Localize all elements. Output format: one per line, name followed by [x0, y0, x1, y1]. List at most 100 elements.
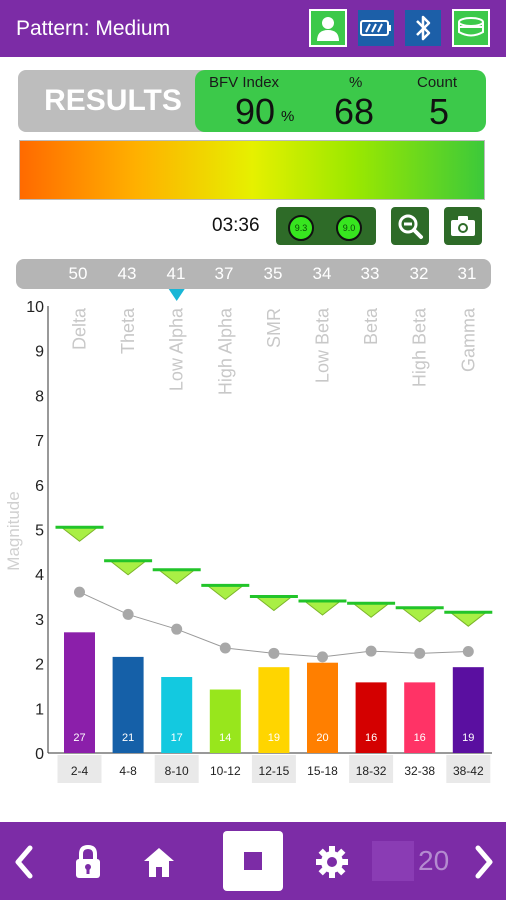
strip-value: 34 [312, 264, 332, 283]
left-knob[interactable]: 9.3 [288, 215, 314, 241]
threshold-marker [157, 569, 197, 585]
strip-value: 43 [117, 264, 137, 283]
strip-value: 50 [68, 264, 88, 283]
category-cell [349, 755, 394, 783]
lock-icon [76, 844, 100, 878]
pattern-title: Pattern: Medium [16, 17, 171, 40]
x-tick-label: 32-38 [404, 764, 435, 778]
bar-value-label: 27 [73, 732, 85, 744]
lock-button[interactable] [72, 844, 104, 880]
y-tick-label: 2 [35, 657, 44, 674]
bar-value-label: 17 [171, 732, 183, 744]
feedback-gradient-bar [19, 140, 485, 200]
bar-value-label: 19 [268, 732, 280, 744]
stop-button[interactable] [223, 831, 283, 891]
x-tick-label: 38-42 [453, 764, 484, 778]
chevron-left-icon [15, 845, 33, 879]
camera-button[interactable] [444, 207, 482, 245]
right-knob-value: 9.0 [342, 223, 356, 233]
threshold-marker [60, 526, 99, 542]
bar [209, 689, 241, 753]
average-point [414, 647, 426, 659]
threshold-marker [205, 584, 245, 601]
category-cell [446, 755, 491, 783]
band-value-strip: 50 43 41 37 35 34 33 32 31 [16, 259, 491, 289]
strip-value: 35 [263, 264, 283, 283]
threshold-marker [448, 611, 488, 627]
user-icon[interactable] [309, 9, 347, 47]
band-name-label: Gamma [458, 307, 478, 372]
average-point [219, 642, 231, 654]
band-name-label: Low Alpha [167, 307, 187, 391]
left-knob-value: 9.3 [294, 223, 308, 233]
threshold-marker [108, 560, 148, 576]
band-name-label: High Alpha [215, 307, 235, 395]
y-tick-label: 4 [35, 567, 44, 584]
x-tick-label: 18-32 [356, 764, 387, 778]
y-tick-label: 3 [35, 612, 44, 629]
x-tick-label: 12-15 [259, 764, 290, 778]
bar-value-label: 14 [219, 732, 231, 744]
bar-value-label: 16 [414, 732, 426, 744]
bar-value-label: 20 [316, 732, 328, 744]
home-button[interactable] [141, 844, 177, 880]
band-name-label: SMR [264, 308, 284, 348]
bfv-index-label: BFV Index [209, 74, 280, 91]
chevron-right-icon [475, 845, 493, 879]
band-name-label: Low Beta [313, 307, 333, 383]
bar [64, 632, 95, 753]
threshold-marker [254, 596, 294, 612]
previous-button[interactable] [10, 844, 38, 880]
zoom-out-button[interactable] [391, 207, 429, 245]
bar [355, 682, 387, 753]
battery-icon[interactable] [358, 10, 394, 46]
session-counter: 20 [418, 845, 450, 876]
strip-value: 37 [214, 264, 234, 283]
x-tick-label: 4-8 [119, 764, 137, 778]
x-tick-label: 8-10 [165, 764, 189, 778]
camera-icon [451, 216, 475, 236]
band-name-label: High Beta [410, 307, 430, 387]
y-tick-label: 5 [35, 523, 44, 540]
results-panel: RESULTS BFV Index 90 % % 68 Count 5 [18, 70, 486, 132]
strip-value: 31 [457, 264, 477, 283]
band-name-label: Theta [118, 307, 138, 354]
bar [258, 667, 290, 753]
counter-box [372, 841, 414, 881]
x-tick-label: 2-4 [71, 764, 89, 778]
next-button[interactable] [470, 844, 498, 880]
threshold-marker [303, 600, 342, 616]
home-icon [144, 848, 174, 877]
gear-icon [316, 846, 348, 878]
knob-controls: 9.3 9.0 [276, 207, 376, 245]
average-point [74, 586, 85, 598]
stop-icon [244, 852, 262, 870]
y-axis-label: Magnitude [4, 491, 23, 570]
average-point [171, 623, 183, 635]
session-timer: 03:36 [212, 215, 260, 236]
threshold-marker [351, 602, 391, 618]
bar-value-label: 16 [365, 732, 377, 744]
category-cell [57, 755, 102, 783]
y-tick-label: 6 [35, 478, 44, 495]
bluetooth-icon[interactable] [405, 10, 441, 46]
y-tick-label: 10 [26, 299, 44, 316]
top-bar: Pattern: Medium [0, 0, 506, 57]
headband-icon[interactable] [452, 9, 490, 47]
right-knob[interactable]: 9.0 [336, 215, 362, 241]
count-label: Count [417, 74, 458, 91]
y-tick-label: 1 [35, 701, 44, 718]
bar-value-label: 19 [462, 732, 474, 744]
results-scores: BFV Index 90 % % 68 Count 5 [195, 70, 486, 132]
zoom-out-icon [398, 214, 423, 239]
y-tick-label: 8 [35, 388, 44, 405]
category-cell [154, 755, 199, 783]
count-value: 5 [429, 91, 450, 132]
threshold-marker [400, 607, 440, 623]
y-tick-label: 9 [35, 344, 44, 361]
selected-band-marker [168, 289, 185, 301]
category-cell [251, 755, 296, 783]
x-tick-label: 15-18 [307, 764, 338, 778]
settings-button[interactable] [314, 844, 350, 880]
bar [161, 677, 193, 753]
